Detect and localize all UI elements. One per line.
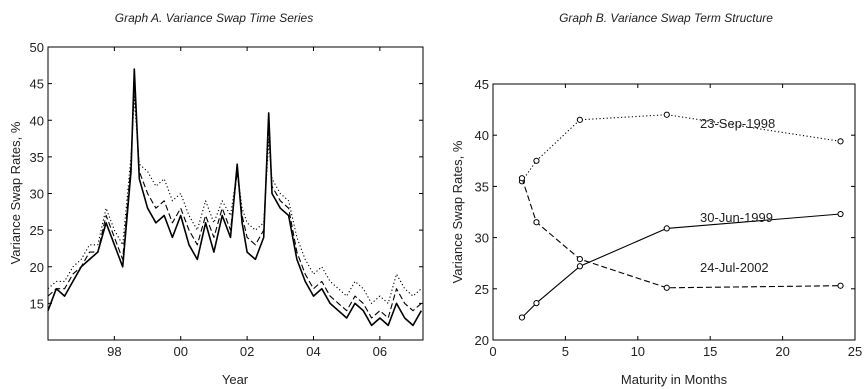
- x-tick-label: 20: [775, 344, 789, 359]
- graph-a-ticks: 98 00 02 04 06 15 20 25 30 35 40 45 50: [30, 40, 423, 359]
- data-point: [663, 225, 670, 232]
- data-point: [576, 116, 583, 123]
- y-tick-label: 45: [475, 77, 489, 92]
- graph-b-ylabel: Variance Swap Rates, %: [450, 140, 465, 283]
- data-point: [576, 256, 583, 263]
- series-label-30-jun-1999: 30-Jun-1999: [700, 210, 773, 225]
- x-tick-label: 25: [848, 344, 862, 359]
- series-label-24-jul-2002: 24-Jul-2002: [700, 260, 769, 275]
- x-tick-label: 98: [107, 344, 121, 359]
- y-tick-label: 35: [475, 179, 489, 194]
- graph-b-annotations: 23-Sep-1998 30-Jun-1999 24-Jul-2002: [700, 116, 775, 275]
- series-line-dashed-1: [47, 83, 422, 319]
- graph-a-ylabel: Variance Swap Rates, %: [8, 121, 23, 264]
- y-tick-label: 40: [30, 113, 44, 128]
- data-point: [518, 175, 526, 182]
- graph-b: Graph B. Variance Swap Term Structure 0 5…: [450, 11, 862, 387]
- graph-a: Graph A. Variance Swap Time Series 98 00 0…: [8, 11, 424, 387]
- series-line-24-jul-2002: [521, 178, 841, 289]
- y-tick-label: 20: [30, 260, 44, 275]
- series-line-dotted-2: [47, 97, 422, 304]
- y-tick-label: 40: [475, 128, 489, 143]
- data-point: [533, 157, 540, 164]
- data-point: [533, 300, 540, 307]
- series-line-solid-0: [47, 68, 422, 327]
- x-tick-label: 0: [489, 344, 496, 359]
- graph-a-plot-frame: [47, 46, 424, 341]
- graph-b-series: [518, 111, 844, 321]
- graph-a-title: Graph A. Variance Swap Time Series: [115, 11, 313, 25]
- data-point: [837, 282, 844, 289]
- x-tick-label: 00: [174, 344, 188, 359]
- graph-b-plot-frame: [492, 83, 856, 341]
- x-tick-label: 10: [631, 344, 645, 359]
- graph-a-xlabel: Year: [222, 372, 249, 387]
- y-tick-label: 25: [475, 282, 489, 297]
- data-point: [663, 111, 670, 118]
- graph-b-xlabel: Maturity in Months: [621, 372, 728, 387]
- y-tick-label: 30: [475, 231, 489, 246]
- series-line-30-jun-1999: [521, 213, 841, 318]
- y-tick-label: 30: [30, 187, 44, 202]
- data-point: [837, 210, 844, 218]
- y-tick-label: 35: [30, 150, 44, 165]
- x-tick-label: 06: [373, 344, 387, 359]
- x-tick-label: 15: [703, 344, 717, 359]
- data-point: [518, 314, 526, 321]
- data-point: [576, 263, 583, 270]
- x-tick-label: 02: [240, 344, 254, 359]
- series-label-23-sep-1998: 23-Sep-1998: [700, 116, 775, 131]
- y-tick-label: 15: [30, 296, 44, 311]
- graph-a-series: [47, 68, 422, 327]
- y-tick-label: 20: [475, 333, 489, 348]
- y-tick-label: 45: [30, 77, 44, 92]
- series-line-23-sep-1998: [521, 114, 841, 182]
- x-tick-label: 04: [306, 344, 320, 359]
- data-point: [663, 284, 670, 291]
- y-tick-label: 25: [30, 223, 44, 238]
- y-tick-label: 50: [30, 40, 44, 55]
- graph-b-title: Graph B. Variance Swap Term Structure: [559, 11, 773, 25]
- data-point: [837, 138, 844, 145]
- x-tick-label: 5: [562, 344, 569, 359]
- graph-b-ticks: 0 5 10 15 20 25 20 25 30 35 40 45: [475, 77, 863, 359]
- data-point: [533, 219, 540, 226]
